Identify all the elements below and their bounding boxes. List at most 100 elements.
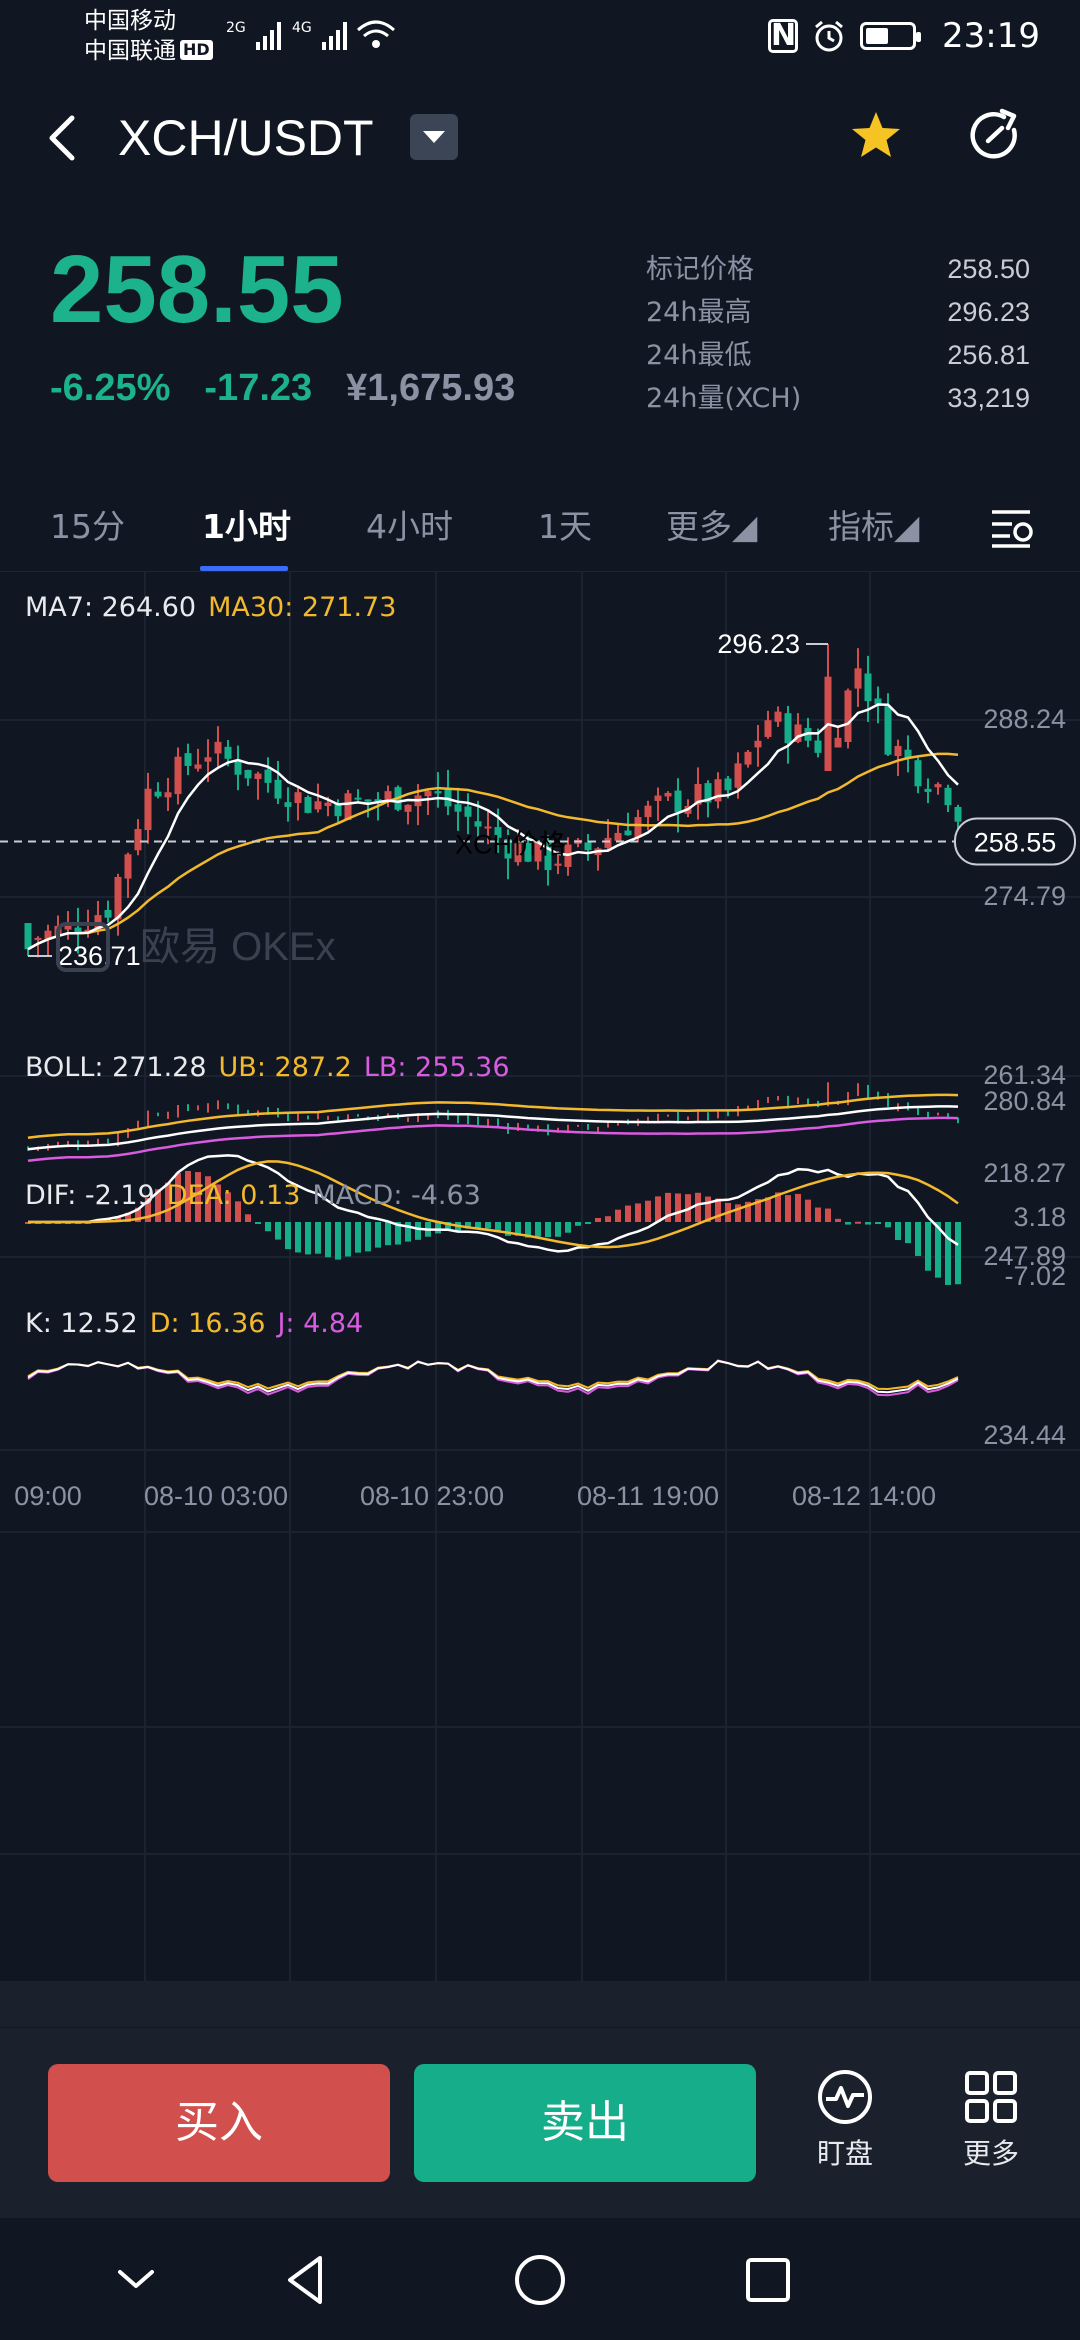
candle-body [444,788,452,807]
ticker-stats: 标记价格 258.50 24h最高 296.23 24h最低 256.81 24h量(… [646,248,1030,420]
macd-bar [595,1217,601,1222]
candle-body [764,720,772,737]
svg-text:2G: 2G [226,20,246,36]
macd-label: MACD: -4.63 [312,1180,481,1211]
macd-bar [355,1222,361,1253]
more-button[interactable]: 更多 [936,2068,1046,2172]
change-percent: -6.25% [50,367,171,409]
macd-bar [245,1214,251,1222]
signal-icons: 2G 4G [226,20,395,50]
candle-body [754,740,762,748]
macd-bar [585,1222,591,1224]
candle-body [314,801,322,810]
macd-bar [845,1222,851,1225]
tab-1h[interactable]: 1小时 [202,507,291,546]
pair-title[interactable]: XCH/USDT [118,110,374,166]
battery-icon [860,22,922,50]
macd-bar [705,1196,711,1222]
candle-body [744,751,752,765]
pair-dropdown-button[interactable] [410,114,458,160]
macd-bar [275,1222,281,1240]
refresh-icon[interactable] [966,108,1024,166]
favorite-star-icon[interactable] [848,108,904,164]
candle-body [154,791,162,797]
macd-bar [375,1222,381,1248]
ma7-label: MA7: 264.60 [25,592,197,623]
candle-body [254,773,262,779]
candle-body [404,804,412,812]
stat-label: 24h最高 [646,297,752,328]
candle-body [734,763,742,788]
x-tick: 09:00 [14,1481,82,1511]
ma30-label: MA30: 271.73 [208,592,397,623]
hd-badge: HD [180,40,213,60]
macd-bar [485,1222,491,1229]
macd-bar [935,1222,941,1278]
tab-15m[interactable]: 15分 [50,507,125,546]
interval-tabs: 15分 1小时 4小时 1天 更多◢ 指标◢ [0,490,1080,572]
tab-more[interactable]: 更多◢ [666,507,758,546]
carrier-info: 中国移动 中国联通 HD [84,6,213,66]
more-label: 更多 [962,2137,1019,2170]
monitor-button[interactable]: 盯盘 [790,2068,900,2172]
macd-bar [235,1201,241,1222]
nav-home-icon[interactable] [508,2248,572,2312]
trade-action-bar: 买入 卖出 盯盘 更多 [0,2028,1080,2218]
boll-lb-label: LB: 255.36 [363,1052,510,1083]
back-icon[interactable] [40,112,88,164]
candle-body [264,769,272,783]
macd-bar [775,1192,781,1222]
nav-collapse-icon[interactable] [104,2248,168,2312]
macd-bar [575,1222,581,1226]
candle-body [654,795,662,801]
x-tick: 08-10 23:00 [360,1481,504,1511]
candle-body [774,711,782,722]
macd-bar [175,1173,181,1222]
nfc-icon: N [768,19,799,53]
stat-value: 258.50 [947,254,1030,284]
nav-back-icon[interactable] [276,2248,340,2312]
current-price-tag-box [954,817,1076,866]
d-label: D: 16.36 [149,1308,266,1339]
y-tick: 261.34 [983,1060,1066,1090]
chart-settings-icon[interactable] [988,504,1034,550]
macd-bar [715,1198,721,1222]
kline-chart-area[interactable]: 258.55 XCH价格 296.23 236.71 欧易 OKEx 288.24 274.… [0,572,1080,2027]
candle-body [584,842,592,851]
sell-button[interactable]: 卖出 [414,2064,756,2182]
candle-body [334,804,342,817]
macd-bar [505,1222,511,1236]
candle-body [424,791,432,797]
candle-body [204,757,212,762]
macd-y-tick: 3.18 [1013,1202,1066,1232]
candle-body [164,792,172,798]
candle-body [524,843,532,862]
candle-body [374,799,382,802]
stat-row: 24h最高 296.23 [646,291,1030,334]
ma-legend: MA7: 264.60 MA30: 271.73 [25,590,408,626]
macd-bar [735,1204,741,1222]
macd-bar [895,1222,901,1240]
tab-1d[interactable]: 1天 [538,507,592,546]
k-label: K: 12.52 [25,1308,138,1339]
candle-body [224,746,232,759]
macd-bar [385,1222,391,1246]
tab-4h[interactable]: 4小时 [366,507,453,546]
macd-bar [545,1222,551,1238]
candle-body [104,909,112,918]
candle-body [534,841,542,862]
tab-indicators[interactable]: 指标◢ [828,507,920,546]
macd-bar [475,1222,481,1228]
macd-bar [825,1208,831,1222]
nav-recents-icon[interactable] [736,2248,800,2312]
macd-bar [165,1182,171,1222]
j-label: J: 4.84 [277,1308,364,1339]
stat-label: 24h最低 [646,340,752,371]
macd-bar [135,1207,141,1222]
candle-body [124,854,132,879]
macd-bar [515,1222,521,1236]
macd-bar [785,1195,791,1222]
macd-bar [305,1222,311,1255]
macd-bar [665,1192,671,1222]
buy-button[interactable]: 买入 [48,2064,390,2182]
